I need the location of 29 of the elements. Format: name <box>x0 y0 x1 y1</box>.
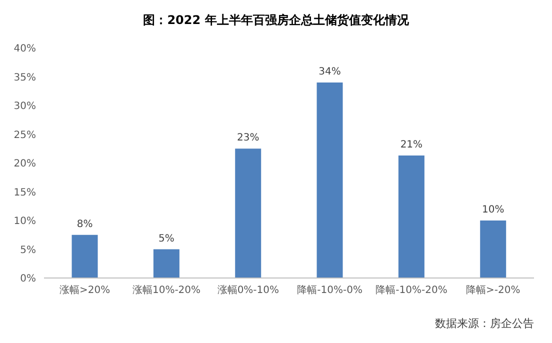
bar <box>72 234 98 278</box>
y-tick-label: 25% <box>14 130 36 141</box>
y-tick-label: 0% <box>20 274 36 285</box>
bar <box>316 82 343 278</box>
bar <box>480 220 506 278</box>
x-tick-label: 降幅-10%-0% <box>297 284 362 296</box>
y-tick-label: 5% <box>20 244 36 256</box>
y-tick-label: 10% <box>14 216 36 228</box>
y-tick-label: 20% <box>14 158 36 170</box>
y-tick-label: 40% <box>14 44 36 55</box>
bar <box>153 249 180 278</box>
bar <box>398 156 424 278</box>
y-tick-label: 30% <box>14 101 36 112</box>
x-tick-label: 涨幅0%-10% <box>217 284 280 296</box>
data-label: 21% <box>400 140 423 151</box>
bar <box>235 148 262 278</box>
x-tick-label: 降幅-10%-20% <box>376 284 448 296</box>
source-note: 数据来源：房企公告 <box>435 316 534 331</box>
x-tick-label: 涨幅10%-20% <box>132 284 201 296</box>
data-label: 23% <box>236 132 260 144</box>
data-label: 10% <box>482 204 504 216</box>
x-tick-label: 涨幅>20% <box>60 284 110 296</box>
y-tick-label: 35% <box>14 72 36 84</box>
chart-title: 图：2022 年上半年百强房企总土储货值变化情况 <box>142 12 410 29</box>
data-label: 8% <box>76 218 93 230</box>
x-tick-label: 降幅>-20% <box>466 284 520 296</box>
y-tick-label: 15% <box>14 187 36 198</box>
data-label: 5% <box>158 233 174 244</box>
data-label: 34% <box>318 66 341 78</box>
